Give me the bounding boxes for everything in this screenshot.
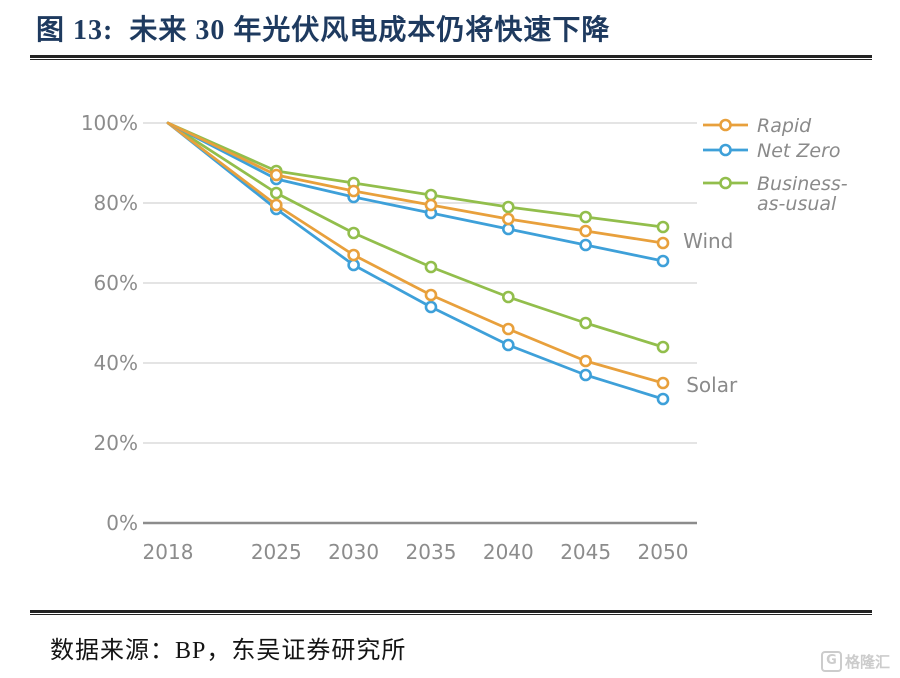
x-tick-label-2035: 2035 bbox=[406, 540, 457, 564]
series-marker-wind-rapid-2040 bbox=[502, 212, 515, 226]
figure-title: 图 13: 未来 30 年光伏风电成本仍将快速下降 bbox=[36, 15, 611, 46]
series-marker-solar-net-zero-2040 bbox=[502, 338, 515, 352]
series-marker-solar-net-zero-2050 bbox=[656, 392, 670, 406]
series-marker-wind-rapid-2025 bbox=[269, 168, 283, 182]
watermark-text: 格隆汇 bbox=[844, 653, 890, 671]
series-marker-solar-business-as-usual-2025 bbox=[269, 186, 283, 200]
gelonghui-logo-icon: G bbox=[820, 651, 842, 672]
gelonghui-watermark: G 格隆汇 bbox=[820, 651, 890, 672]
y-tick-label-0: 0% bbox=[106, 511, 138, 535]
series-marker-wind-rapid-2045 bbox=[579, 224, 592, 238]
y-tick-label-20: 20% bbox=[94, 431, 138, 455]
y-tick-label-100: 100% bbox=[81, 111, 138, 135]
y-tick-label-60: 60% bbox=[94, 271, 138, 295]
series-marker-wind-rapid-2050 bbox=[656, 236, 670, 250]
legend-label-net-zero: Net Zero bbox=[757, 140, 841, 162]
series-marker-solar-rapid-2045 bbox=[579, 354, 592, 368]
x-tick-label-2045: 2045 bbox=[560, 540, 611, 564]
series-marker-solar-rapid-2030 bbox=[347, 248, 360, 262]
series-marker-solar-net-zero-2045 bbox=[579, 368, 592, 382]
series-marker-solar-rapid-2025 bbox=[269, 198, 283, 212]
y-tick-label-80: 80% bbox=[94, 191, 138, 215]
series-marker-solar-rapid-2040 bbox=[502, 322, 515, 336]
series-marker-wind-business-as-usual-2040 bbox=[502, 200, 515, 214]
x-tick-label-2050: 2050 bbox=[638, 540, 689, 564]
series-marker-wind-net-zero-2045 bbox=[579, 238, 592, 252]
series-marker-wind-business-as-usual-2035 bbox=[424, 188, 438, 202]
series-group-label-solar: Solar bbox=[686, 373, 738, 397]
series-marker-solar-business-as-usual-2045 bbox=[579, 316, 592, 330]
x-tick-label-2025: 2025 bbox=[251, 540, 302, 564]
legend-marker-rapid bbox=[719, 118, 732, 132]
legend-label-rapid: Rapid bbox=[757, 115, 812, 137]
data-source-text: 数据来源：BP，东吴证券研究所 bbox=[50, 638, 407, 664]
series-marker-solar-business-as-usual-2035 bbox=[424, 260, 438, 274]
series-marker-solar-net-zero-2035 bbox=[424, 300, 438, 314]
series-group-label-wind: Wind bbox=[683, 229, 733, 253]
cost-decline-line-chart: 0% 20% 40% 60% 80% 100% 2018 2025 2030 2035 2040 20… bbox=[81, 111, 848, 564]
x-tick-label-2030: 2030 bbox=[328, 540, 379, 564]
legend-label-business-as-usual: Business- bbox=[757, 173, 848, 195]
legend-label-business-as-usual: as-usual bbox=[757, 193, 837, 215]
series-marker-solar-rapid-2035 bbox=[424, 288, 438, 302]
legend-marker-business-as-usual bbox=[719, 176, 732, 190]
series-marker-solar-business-as-usual-2030 bbox=[347, 226, 360, 240]
series-line-wind-business-as-usual bbox=[166, 121, 665, 229]
footer-divider bbox=[30, 610, 872, 615]
series-marker-wind-rapid-2030 bbox=[347, 184, 360, 198]
series-marker-solar-net-zero-2030 bbox=[347, 258, 360, 272]
series-marker-solar-business-as-usual-2050 bbox=[656, 340, 670, 354]
header-divider bbox=[30, 55, 872, 60]
series-marker-wind-business-as-usual-2050 bbox=[656, 220, 670, 234]
y-tick-label-40: 40% bbox=[94, 351, 138, 375]
x-tick-label-2018: 2018 bbox=[143, 540, 194, 564]
series-marker-wind-net-zero-2050 bbox=[656, 254, 670, 268]
series-marker-wind-net-zero-2040 bbox=[502, 222, 515, 236]
x-tick-label-2040: 2040 bbox=[483, 540, 534, 564]
legend-marker-net-zero bbox=[719, 143, 732, 157]
series-marker-solar-business-as-usual-2040 bbox=[502, 290, 515, 304]
series-marker-wind-business-as-usual-2045 bbox=[579, 210, 592, 224]
series-marker-wind-rapid-2035 bbox=[424, 198, 438, 212]
series-marker-solar-rapid-2050 bbox=[656, 376, 670, 390]
